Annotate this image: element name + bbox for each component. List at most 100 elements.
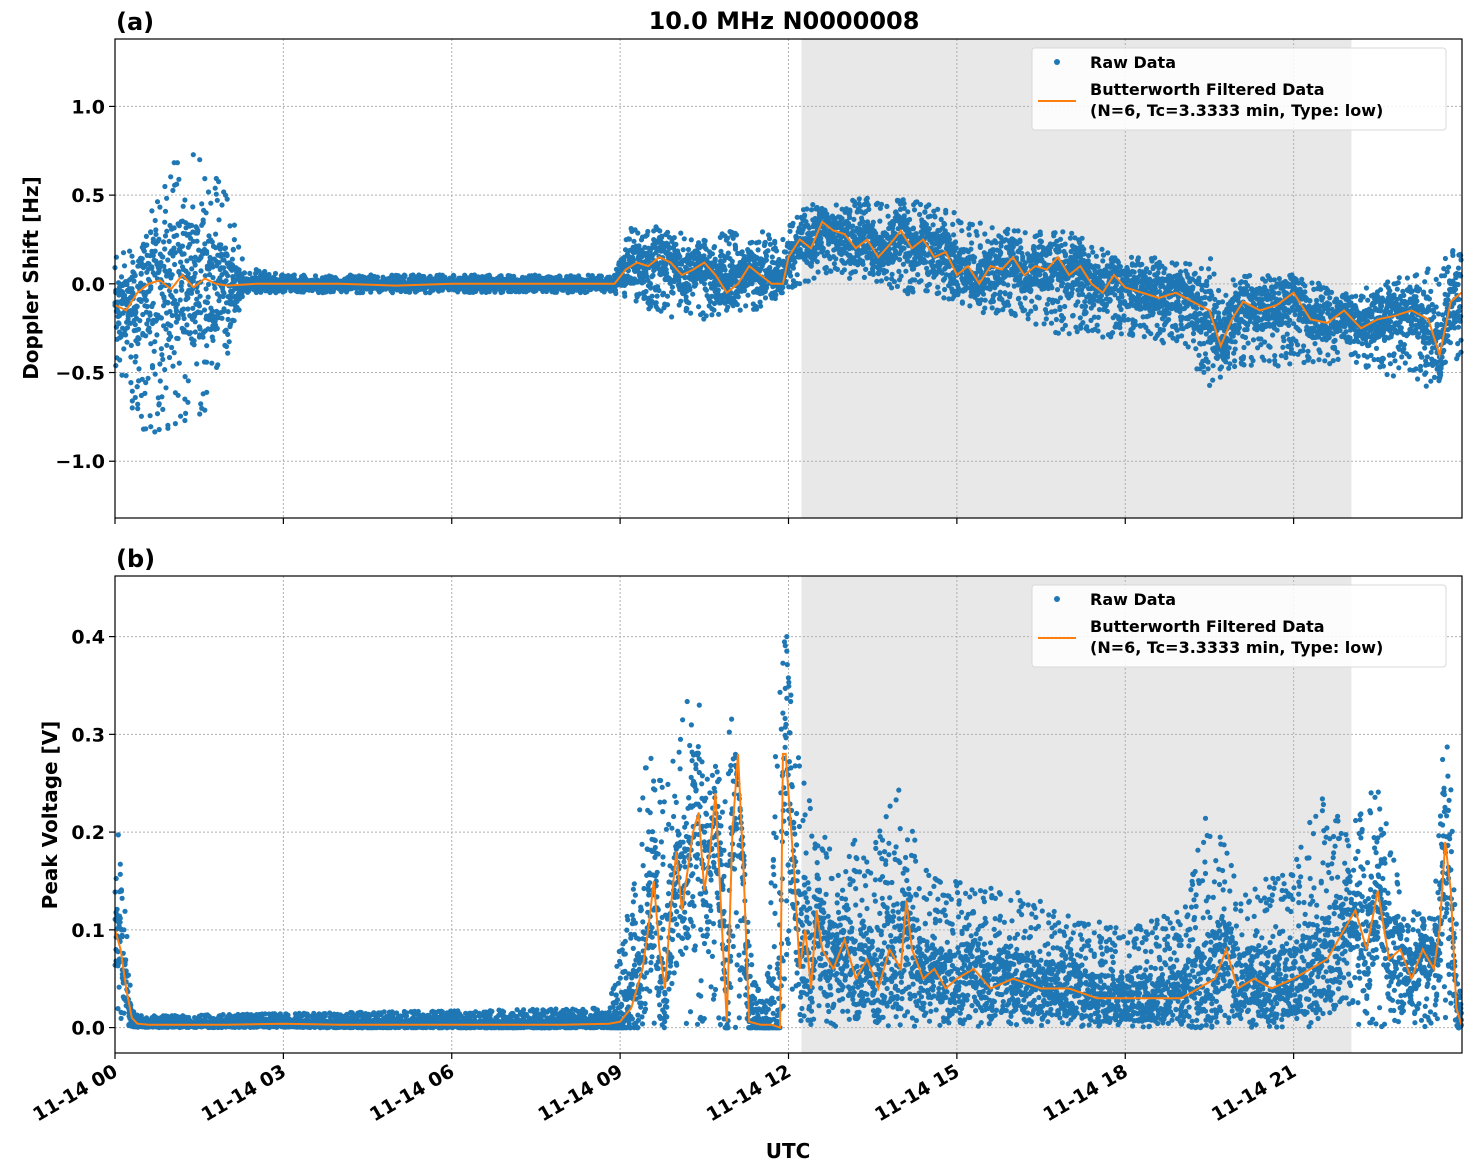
raw-data-point [205,281,212,287]
raw-data-point [870,219,876,225]
raw-data-point [804,206,810,212]
raw-data-point [194,361,200,367]
raw-data-point [209,239,215,245]
raw-data-point [149,365,156,371]
raw-data-point [203,210,209,216]
raw-data-point [223,343,230,350]
raw-data-point [889,271,895,277]
raw-data-point [891,279,898,285]
raw-data-point [773,292,779,298]
raw-data-point [197,293,203,299]
raw-data-point [144,242,150,248]
raw-data-point [187,330,194,336]
raw-data-point [926,281,933,287]
raw-data-point [170,363,176,369]
raw-data-point [210,337,216,343]
raw-data-point [790,265,797,271]
raw-data-point [196,303,202,309]
raw-data-point [649,293,655,299]
raw-data-point [759,229,766,235]
raw-data-point [174,232,180,238]
raw-data-point [885,213,891,219]
raw-data-point [197,157,203,163]
raw-data-point [878,278,885,284]
raw-data-point [152,371,158,377]
raw-data-point [688,237,694,243]
raw-data-point [901,200,907,207]
raw-data-point [894,283,901,289]
raw-data-point [693,281,699,287]
raw-data-point [213,191,219,197]
raw-data-point [763,285,770,291]
raw-data-point [765,248,771,254]
raw-data-point [631,238,637,244]
raw-data-point [184,322,190,328]
raw-data-point [128,380,134,386]
raw-data-point [178,259,184,265]
raw-data-point [143,233,149,239]
raw-data-point [153,231,159,237]
raw-data-point [128,354,134,360]
raw-data-point [922,209,928,215]
raw-data-point [200,217,206,223]
raw-data-point [130,259,136,265]
raw-data-point [647,280,653,287]
raw-data-point [148,229,154,236]
raw-data-point [179,243,186,249]
raw-data-point [792,259,798,265]
raw-data-point [221,265,227,271]
raw-data-point [218,242,224,248]
raw-data-point [185,378,191,384]
raw-data-point [831,261,838,267]
raw-data-point [227,223,233,229]
raw-data-point [671,235,677,241]
raw-data-point [145,317,152,323]
raw-data-point [174,160,180,166]
raw-data-point [690,291,696,297]
raw-data-point [187,241,193,247]
raw-data-point [741,288,748,294]
raw-data-point [152,429,158,435]
raw-data-point [194,238,200,244]
raw-data-point [160,356,166,362]
raw-data-point [123,332,129,338]
raw-data-point [847,209,853,215]
raw-data-point [656,287,662,294]
raw-data-point [810,202,816,208]
raw-data-point [161,263,167,269]
raw-data-point [773,248,780,254]
raw-data-point [176,360,182,366]
raw-data-point [132,273,138,279]
raw-data-point [678,298,684,304]
raw-data-point [664,270,670,276]
raw-data-point [204,300,210,306]
raw-data-point [154,411,161,417]
raw-data-point [204,389,210,395]
raw-data-point [236,244,242,250]
raw-data-point [129,286,135,292]
figure-title: 10.0 MHz N0000008 [649,7,920,35]
raw-data-point [911,207,918,213]
raw-data-point [169,344,175,351]
raw-data-point [896,268,902,274]
raw-data-point [645,228,651,235]
raw-data-point [735,294,741,300]
raw-data-point [119,301,125,307]
raw-data-point [942,221,948,227]
raw-data-point [743,303,749,309]
raw-data-point [139,256,145,262]
raw-data-point [878,201,885,207]
raw-data-point [157,204,163,210]
raw-data-point [145,375,151,381]
raw-data-point [182,417,188,424]
raw-data-point [766,236,773,242]
raw-data-point [221,290,227,296]
raw-data-point [204,250,210,256]
raw-data-point [772,240,778,246]
doppler-panel: 1.00.50.0−0.5−1.0 (a) Doppler Shift [Hz]… [19,8,1464,524]
raw-data-point [834,266,841,272]
raw-data-point [149,208,155,214]
raw-data-point [626,236,633,242]
raw-data-point [194,296,200,302]
raw-data-point [164,228,170,234]
